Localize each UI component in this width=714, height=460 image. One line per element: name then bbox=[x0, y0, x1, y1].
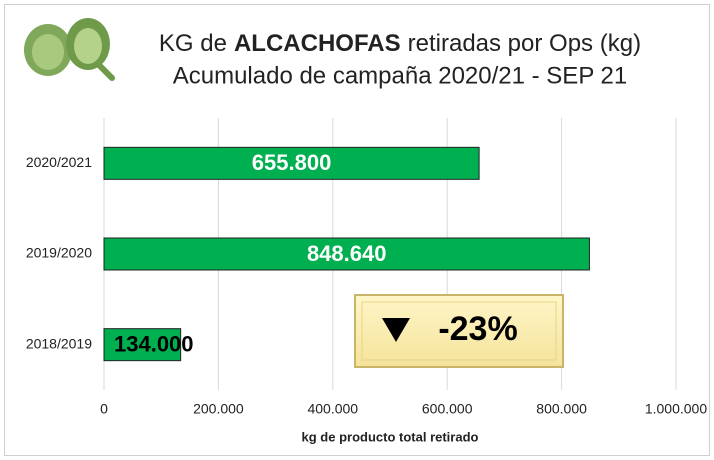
annotation-box: -23% bbox=[355, 295, 563, 367]
x-tick-label: 400.000 bbox=[307, 401, 358, 417]
value-label: 848.640 bbox=[307, 241, 387, 266]
x-tick-label: 0 bbox=[100, 401, 108, 417]
annotation-text: -23% bbox=[438, 310, 517, 348]
title-part: KG de bbox=[159, 30, 227, 57]
x-axis-label: kg de producto total retirado bbox=[302, 429, 479, 444]
value-label: 134.000 bbox=[114, 331, 194, 356]
y-tick-label: 2020/2021 bbox=[26, 154, 92, 170]
y-tick-label: 2019/2020 bbox=[26, 245, 92, 261]
chart: KG de ALCACHOFAS retiradas por Ops (kg) Ac… bbox=[0, 0, 714, 460]
x-tick-label: 200.000 bbox=[193, 401, 244, 417]
x-tick-label: 800.000 bbox=[536, 401, 587, 417]
chart-subtitle: Acumulado de campaña 2020/21 - SEP 21 bbox=[173, 62, 628, 89]
title-part: ALCACHOFAS bbox=[234, 30, 401, 57]
x-tick-label: 1.000.000 bbox=[645, 401, 707, 417]
x-tick-label: 600.000 bbox=[422, 401, 473, 417]
y-tick-label: 2018/2019 bbox=[26, 335, 92, 351]
value-label: 655.800 bbox=[252, 150, 332, 175]
title-part: retiradas por Ops (kg) bbox=[408, 30, 641, 57]
